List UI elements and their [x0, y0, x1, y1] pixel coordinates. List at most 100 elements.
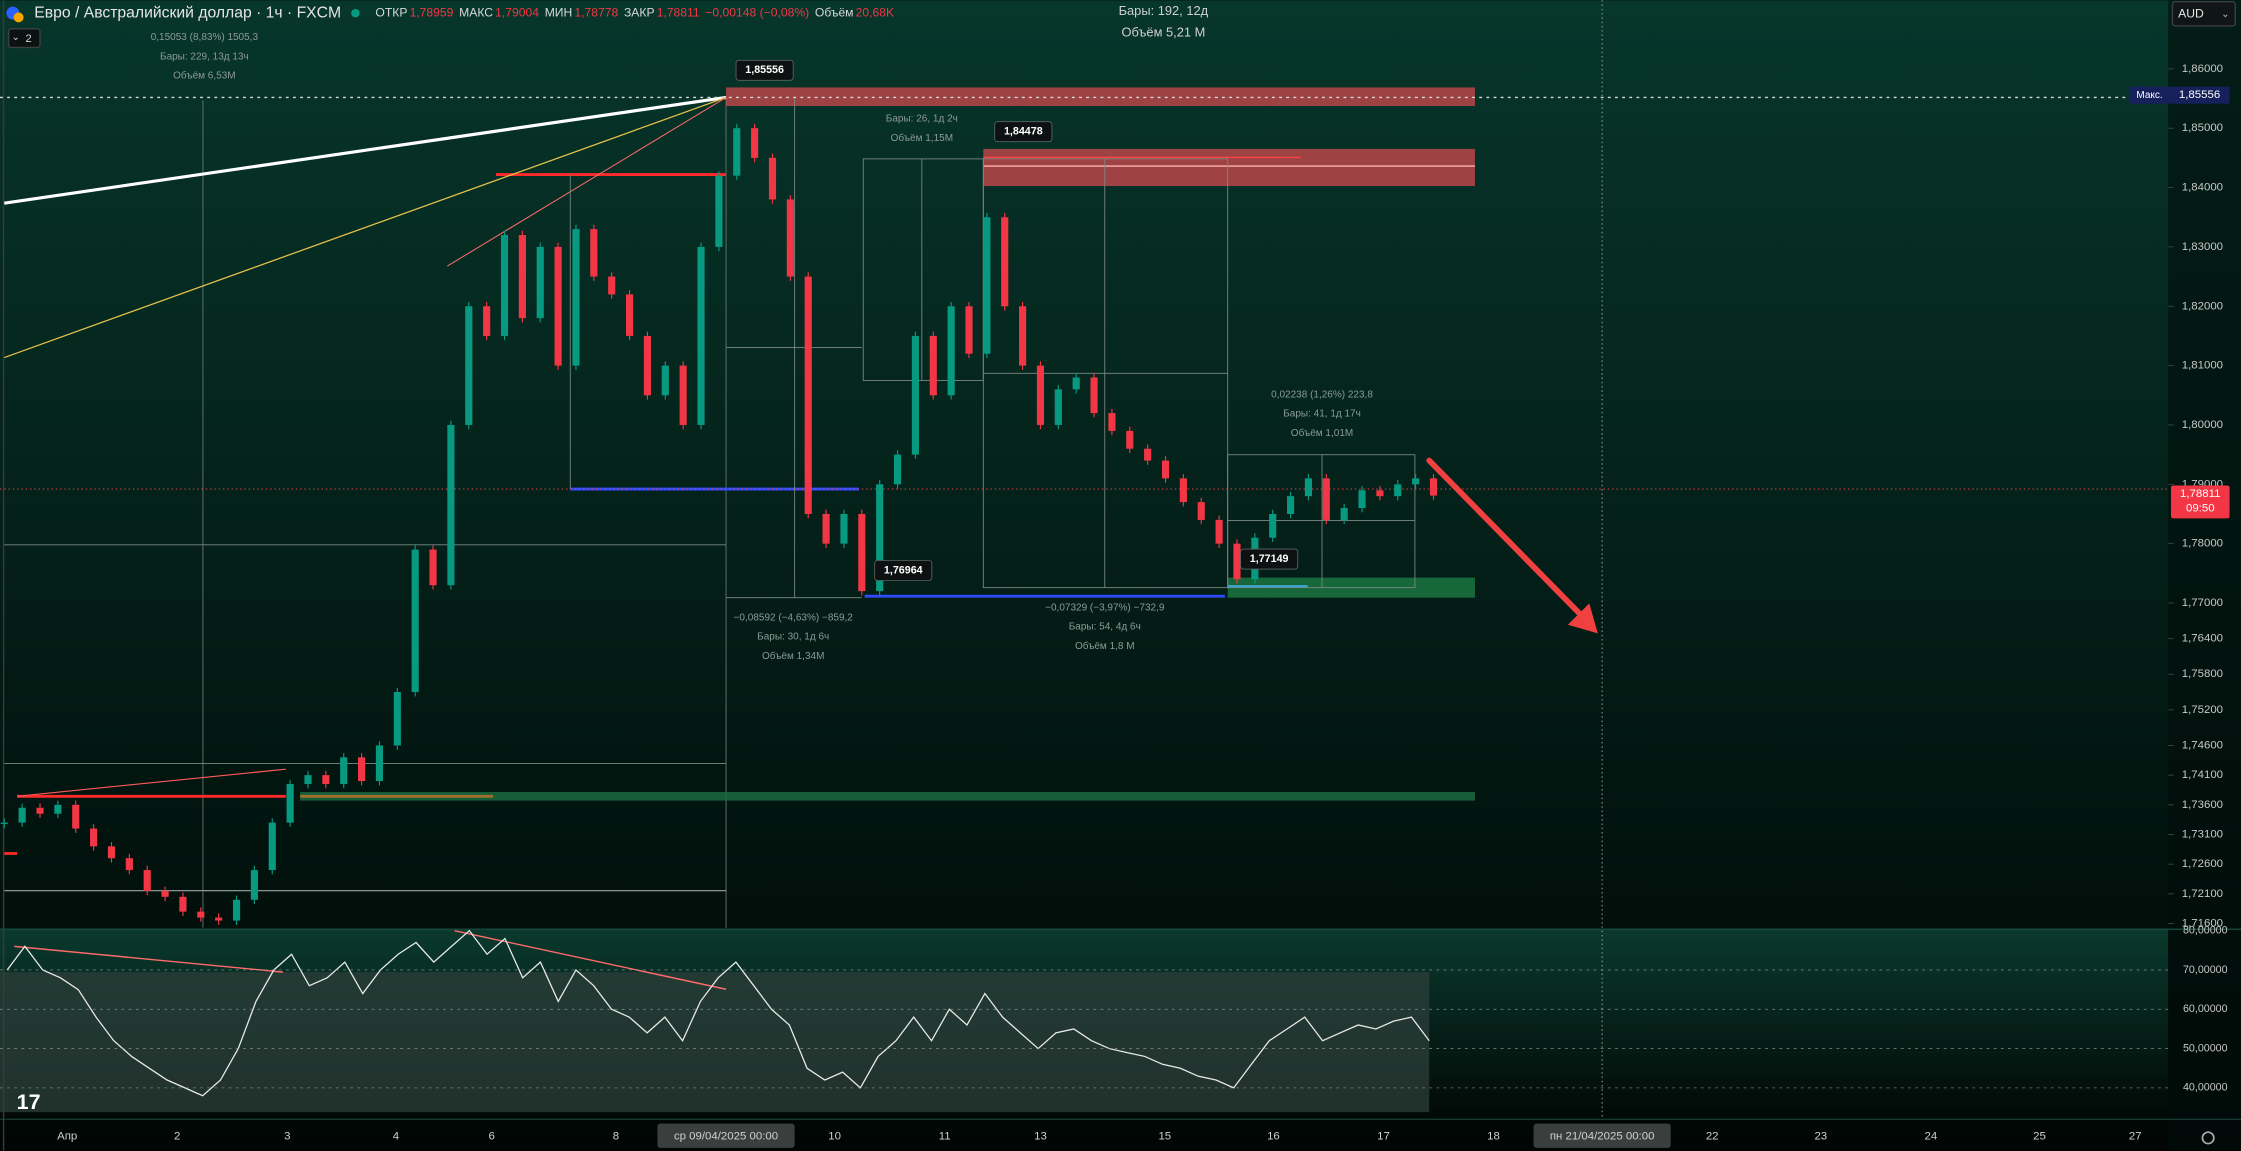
measure-text: Объём 1,15M: [891, 132, 953, 144]
price-callout: 1,77149: [1250, 553, 1289, 565]
price-tick-label: 1,74600: [2182, 739, 2223, 751]
time-label: 11: [939, 1130, 951, 1142]
price-tick-label: 1,72100: [2182, 888, 2223, 900]
toggle-caret[interactable]: ⌄: [12, 32, 20, 43]
candle: [1215, 519, 1223, 544]
price-tick-label: 1,78000: [2182, 538, 2223, 550]
max-price-tag: [2169, 86, 2230, 104]
price-tick-label: 1,74100: [2182, 769, 2223, 781]
candle: [215, 917, 223, 921]
measure-text: Бары: 54, 4д 6ч: [1069, 622, 1141, 633]
price-axis-panel: [2168, 0, 2241, 1151]
candle: [661, 365, 669, 396]
time-label: пн 21/04/2025 00:00: [1550, 1130, 1655, 1142]
indicators-toggle[interactable]: [7, 28, 41, 49]
measure-text: Объём 1,01M: [1291, 427, 1353, 439]
symbol-icon: [13, 12, 24, 23]
candle: [250, 870, 258, 900]
measure-box: [1227, 454, 1416, 589]
ohlc-label: МИН: [545, 5, 573, 19]
candle: [518, 235, 526, 319]
candle: [715, 175, 723, 247]
time-label: ср 09/04/2025 00:00: [674, 1130, 778, 1142]
currency-button[interactable]: [2171, 0, 2236, 27]
candle: [697, 246, 705, 425]
price-tick-label: 1,77000: [2182, 597, 2223, 609]
left-border: [2, 0, 5, 1151]
candle: [304, 775, 312, 785]
price-tick-label: 1,72600: [2182, 858, 2223, 870]
candle: [1269, 513, 1277, 538]
max-tag: [2129, 86, 2170, 104]
candle: [643, 335, 652, 396]
candle: [840, 513, 848, 544]
measure-text: −0,07329 (−3,97%) −732,9: [1045, 602, 1165, 613]
candle: [161, 890, 169, 897]
candle: [1394, 484, 1402, 497]
candle: [232, 899, 241, 921]
candle: [983, 217, 991, 354]
candle: [500, 235, 509, 336]
candle: [54, 804, 62, 814]
time-label: 24: [1925, 1130, 1938, 1142]
candle: [858, 513, 866, 592]
candle: [268, 822, 276, 871]
ohlc-label: МАКС: [459, 5, 493, 19]
candle: [1072, 377, 1080, 390]
candle: [608, 276, 616, 295]
price-tick-label: 1,75200: [2182, 704, 2223, 716]
price-tick-label: 1,85000: [2182, 122, 2223, 134]
candle: [1304, 478, 1313, 497]
rsi-tick-label: 60,00000: [2183, 1003, 2228, 1015]
time-label: 13: [1034, 1130, 1047, 1142]
rsi-chart: [6, 929, 1430, 1097]
divergence-line: [14, 945, 284, 973]
candle: [179, 896, 187, 912]
indicator-count[interactable]: 2: [25, 33, 31, 45]
candle: [447, 424, 455, 586]
last-price-label: 1,78811: [2180, 488, 2220, 500]
currency-caret[interactable]: ⌄: [2221, 9, 2229, 20]
price-tick-label: 1,83000: [2182, 241, 2223, 253]
candle: [1233, 543, 1241, 580]
candle: [1179, 478, 1187, 503]
time-label: 4: [393, 1130, 400, 1142]
candle: [822, 513, 830, 544]
volume-value: 20,68K: [856, 5, 894, 19]
time-label: 15: [1158, 1130, 1171, 1142]
candle: [590, 229, 598, 277]
ohlc-value: 1,78811: [657, 5, 700, 19]
max-price-label: 1,85556: [2179, 89, 2220, 101]
price-tick-label: 1,75800: [2182, 668, 2223, 680]
measure-text: Объём 1,34M: [762, 650, 824, 662]
candle: [1197, 502, 1205, 520]
candle: [1090, 377, 1098, 414]
forecast-arrow: [1426, 457, 1587, 621]
candle: [1429, 478, 1438, 496]
rsi-line: [6, 929, 1430, 1097]
candle: [90, 828, 98, 847]
time-cursor-box: [1533, 1123, 1671, 1148]
price-callout: 1,76964: [884, 564, 923, 576]
candle: [876, 484, 884, 592]
ohlc-value: 1,78959: [410, 5, 454, 19]
candle: [768, 157, 777, 200]
time-label: 25: [2033, 1130, 2046, 1142]
candle: [1287, 496, 1295, 514]
measure-text: Объём 1,8 M: [1075, 640, 1135, 652]
currency[interactable]: AUD: [2178, 7, 2204, 21]
candle: [554, 246, 562, 366]
range-info: Объём 5,21 M: [1121, 25, 1205, 40]
candle: [536, 246, 544, 319]
price-pane: [0, 87, 2169, 928]
candle: [286, 784, 294, 823]
price-tick-label: 1,84000: [2182, 182, 2223, 194]
price-callout-box: [994, 121, 1053, 143]
candle: [411, 549, 419, 693]
forecast-arrow-head: [1567, 603, 1598, 634]
price-callout-box: [735, 59, 794, 81]
settings-icon[interactable]: [2201, 1131, 2215, 1145]
price-tick-label: 1,81000: [2182, 360, 2223, 372]
